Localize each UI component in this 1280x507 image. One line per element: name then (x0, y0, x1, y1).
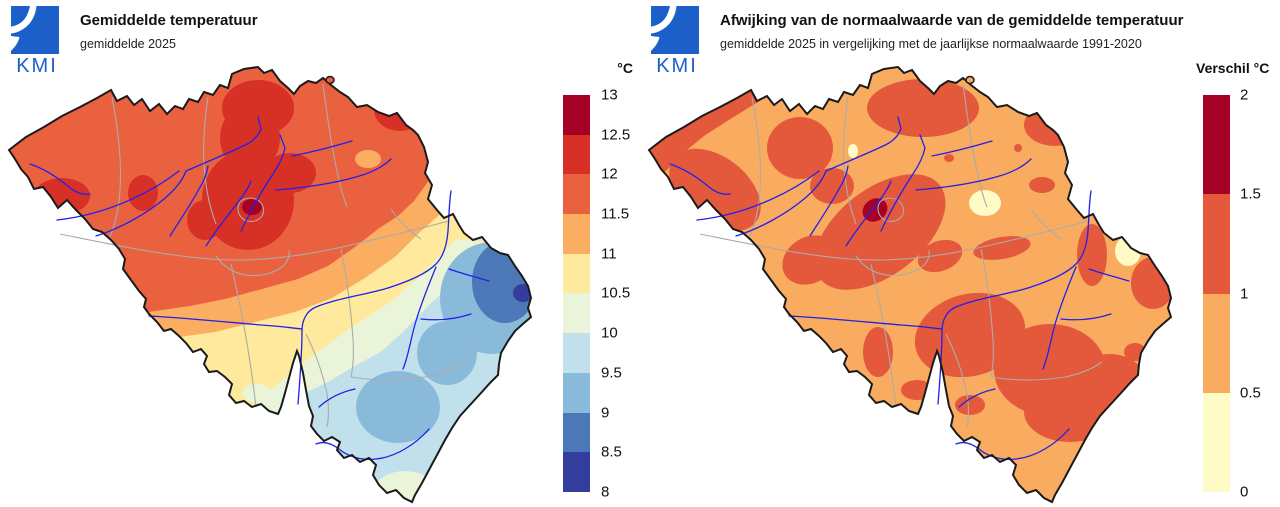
kmi-logo: KMI (8, 6, 66, 78)
legend-swatch (563, 134, 590, 175)
legend-colorbar-left (563, 95, 590, 492)
legend-colorbar-right (1203, 95, 1230, 492)
legend-tick: 9 (601, 404, 610, 422)
page-subtitle-right: gemiddelde 2025 in vergelijking met de j… (720, 37, 1142, 51)
legend-tick: 1 (1240, 285, 1249, 303)
legend-swatch (1203, 392, 1230, 492)
page-title-left: Gemiddelde temperatuur (80, 12, 258, 29)
legend-swatch (563, 253, 590, 294)
zone-0-0-5 (848, 144, 1141, 266)
legend-tick: 10.5 (601, 284, 631, 302)
zone-1-5-2 (862, 198, 888, 222)
legend-swatch (1203, 293, 1230, 393)
legend-swatch (563, 372, 590, 413)
legend-tick: 10 (601, 324, 618, 342)
legend-swatch (563, 174, 590, 215)
legend-tick: 1.5 (1240, 185, 1261, 203)
anomaly-legend: Verschil °C 2 1.5 1 0.5 0 (1196, 60, 1280, 505)
legend-swatch (563, 452, 590, 492)
legend-swatch (563, 293, 590, 334)
kmi-logo: KMI (648, 6, 706, 78)
legend-title-left: °C (617, 60, 633, 76)
kmi-logo-icon (11, 6, 59, 54)
legend-tick: 8 (601, 483, 610, 501)
exclave (325, 75, 335, 85)
page-subtitle-left: gemiddelde 2025 (80, 37, 176, 51)
zone-1-1-5 (649, 79, 1171, 442)
panel-average-temperature: KMI Gemiddelde temperatuur gemiddelde 20… (8, 6, 633, 503)
legend-tick: 8.5 (601, 443, 622, 461)
page-title-right: Afwijking van de normaalwaarde van de ge… (720, 12, 1184, 29)
legend-swatch (563, 333, 590, 373)
average-temperature-map (8, 66, 532, 503)
legend-swatch (563, 95, 590, 135)
temperature-anomaly-map (648, 66, 1172, 503)
legend-title-right: Verschil °C (1196, 60, 1270, 76)
temperature-legend: °C 13 12.5 12 11.5 11 10.5 10 9.5 9 (563, 60, 655, 505)
kmi-logo-icon (651, 6, 699, 54)
panel-temperature-anomaly: KMI Afwijking van de normaalwaarde van d… (640, 0, 1280, 507)
legend-swatch (563, 214, 590, 254)
legend-tick: 0.5 (1240, 384, 1261, 402)
exclave (965, 75, 975, 85)
kmi-logo-text: KMI (656, 55, 698, 77)
legend-swatch (1203, 194, 1230, 294)
legend-tick: 12.5 (601, 126, 631, 144)
legend-tick: 9.5 (601, 364, 622, 382)
legend-swatch (563, 412, 590, 453)
zone-12-5-13 (242, 199, 262, 215)
kmi-logo-text: KMI (16, 55, 58, 77)
legend-tick: 13 (601, 86, 618, 104)
legend-tick: 11 (601, 245, 617, 263)
legend-tick: 0 (1240, 483, 1249, 501)
zone-11-11-5-patch (355, 150, 381, 168)
legend-tick: 11.5 (601, 205, 630, 223)
legend-swatch (1203, 95, 1230, 195)
legend-tick: 12 (601, 165, 618, 183)
legend-tick: 2 (1240, 86, 1249, 104)
